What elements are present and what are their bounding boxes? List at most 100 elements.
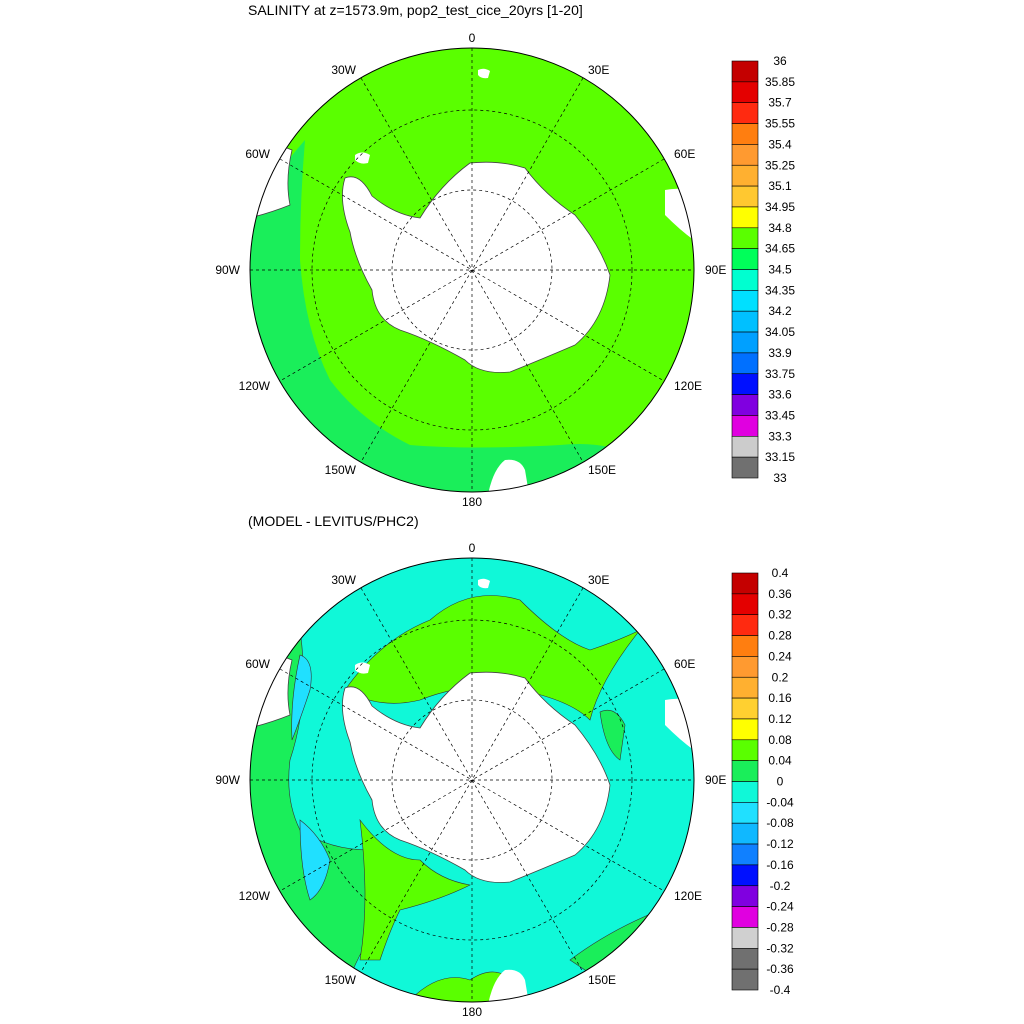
colorbar-label: 0.04	[768, 754, 792, 768]
map-boundary	[249, 47, 695, 493]
difference-field-negative	[299, 819, 331, 901]
colorbar-label: 35.4	[768, 137, 792, 151]
panel-1-map: 0 30E 60E 90E 120E 150E 180 150W 120W 90…	[215, 31, 726, 509]
colorbar-swatch	[731, 572, 759, 595]
colorbar-swatch	[731, 593, 759, 615]
colorbar-swatch	[731, 947, 759, 970]
colorbar-swatch	[731, 352, 759, 375]
colorbar-label: 34.95	[765, 200, 795, 214]
lon-label: 150E	[588, 463, 616, 477]
colorbar-label: 0.28	[768, 629, 792, 643]
colorbar-label: -0.08	[766, 816, 794, 830]
colorbar-swatch	[731, 394, 759, 416]
colorbar-swatch	[731, 60, 759, 83]
colorbar-label: 0	[777, 775, 784, 789]
colorbar-label: 35.25	[765, 158, 795, 172]
panel-2-title: (MODEL - LEVITUS/PHC2)	[248, 513, 419, 529]
continent-gap-east	[665, 188, 694, 250]
colorbar-swatch	[731, 144, 759, 166]
lon-label: 60W	[245, 657, 270, 671]
colorbar-swatch	[731, 227, 759, 249]
lon-label: 90W	[215, 263, 240, 277]
colorbar-swatch	[731, 290, 759, 312]
colorbar-label: 34.65	[765, 242, 795, 256]
colorbar-label: 33.6	[768, 388, 792, 402]
colorbar-label: 0.08	[768, 733, 792, 747]
colorbar-label: 35.55	[765, 117, 795, 131]
colorbar-label: 34.35	[765, 283, 795, 297]
lon-label: 60E	[674, 147, 695, 161]
colorbar-swatch	[731, 906, 759, 928]
lon-label: 90E	[705, 263, 726, 277]
colorbar-label: 35.1	[768, 179, 792, 193]
colorbar-label: -0.2	[770, 879, 791, 893]
colorbar-label: 33.9	[768, 346, 792, 360]
colorbar-label: -0.04	[766, 795, 794, 809]
colorbar-swatch	[731, 123, 759, 145]
colorbar-swatch	[731, 864, 759, 887]
lon-label: 150W	[325, 973, 357, 987]
colorbar-swatch	[731, 164, 759, 187]
continent-gap-east	[665, 698, 694, 760]
panel-2-colorbar: 0.4 0.36 0.32 0.28 0.24 0.2 0.16 0.12 0.08 0.04 0 -…	[731, 566, 794, 997]
colorbar-swatch	[731, 331, 759, 354]
colorbar-label: -0.12	[766, 837, 794, 851]
colorbar-swatch	[731, 206, 759, 229]
colorbar-swatch	[731, 802, 759, 824]
colorbar-label: -0.36	[766, 962, 794, 976]
colorbar-swatch	[731, 415, 759, 437]
lon-label: 0	[469, 31, 476, 45]
colorbar-label: 0.16	[768, 691, 792, 705]
panel-1-title: SALINITY at z=1573.9m, pop2_test_cice_20…	[248, 2, 583, 18]
lon-label: 120W	[239, 889, 271, 903]
colorbar-swatch	[731, 822, 759, 845]
colorbar-swatch	[731, 885, 759, 907]
colorbar-swatch	[731, 435, 759, 458]
colorbar-label: 34.2	[768, 304, 792, 318]
panel-1-colorbar: 36 35.85 35.7 35.55 35.4 35.25 35.1 34.95 34.8 34…	[731, 54, 795, 485]
colorbar-swatch	[731, 718, 759, 741]
colorbar-swatch	[731, 456, 759, 479]
lon-label: 150E	[588, 973, 616, 987]
lon-label: 30E	[588, 63, 609, 77]
colorbar-swatch	[731, 102, 759, 124]
salinity-field-fresher-band	[250, 140, 640, 492]
lon-label: 180	[462, 495, 482, 509]
colorbar-label: 0.24	[768, 649, 792, 663]
colorbar-label: 34.05	[765, 325, 795, 339]
colorbar-swatch	[731, 269, 759, 291]
map-boundary	[249, 557, 695, 1003]
colorbar-label: 33	[773, 471, 787, 485]
colorbar-label: -0.16	[766, 858, 794, 872]
lon-label: 180	[462, 1005, 482, 1019]
colorbar-label: 35.7	[768, 96, 792, 110]
colorbar-label: 0.12	[768, 712, 792, 726]
colorbar-swatch	[731, 614, 759, 636]
colorbar-label: 34.8	[768, 221, 792, 235]
colorbar-swatch	[731, 310, 759, 333]
colorbar-swatch	[731, 781, 759, 803]
colorbar-label: 33.15	[765, 450, 795, 464]
colorbar-swatch	[731, 927, 759, 949]
colorbar-swatch	[731, 760, 759, 782]
colorbar-label: 34.5	[768, 263, 792, 277]
lon-label: 150W	[325, 463, 357, 477]
colorbar-label: 33.75	[765, 367, 795, 381]
colorbar-swatch	[731, 656, 759, 678]
colorbar-swatch	[731, 676, 759, 699]
lon-label: 30W	[331, 63, 356, 77]
colorbar-label: 0.36	[768, 587, 792, 601]
lon-label: 120W	[239, 379, 271, 393]
lon-label: 0	[469, 541, 476, 555]
colorbar-swatch	[731, 968, 759, 991]
colorbar-label: -0.4	[770, 983, 791, 997]
lon-label: 90W	[215, 773, 240, 787]
colorbar-label: 36	[773, 54, 787, 68]
lon-label: 90E	[705, 773, 726, 787]
colorbar-swatch	[731, 635, 759, 657]
colorbar-label: 33.3	[768, 429, 792, 443]
panel-2-map: 0 30E 60E 90E 120E 150E 180 150W 120W 90…	[215, 541, 726, 1019]
lon-label: 60W	[245, 147, 270, 161]
